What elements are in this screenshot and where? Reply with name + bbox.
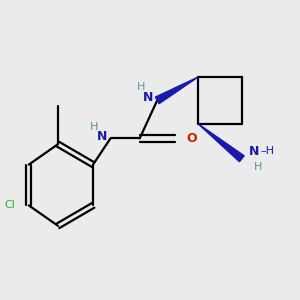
Text: N: N [143,91,154,104]
Polygon shape [198,124,244,162]
Polygon shape [155,77,198,104]
Text: H: H [254,162,262,172]
Text: –H: –H [261,146,275,157]
Text: H: H [137,82,145,92]
Text: N: N [97,130,107,143]
Text: Cl: Cl [5,200,16,210]
Text: N: N [249,145,260,158]
Text: H: H [90,122,99,132]
Text: O: O [186,132,197,145]
